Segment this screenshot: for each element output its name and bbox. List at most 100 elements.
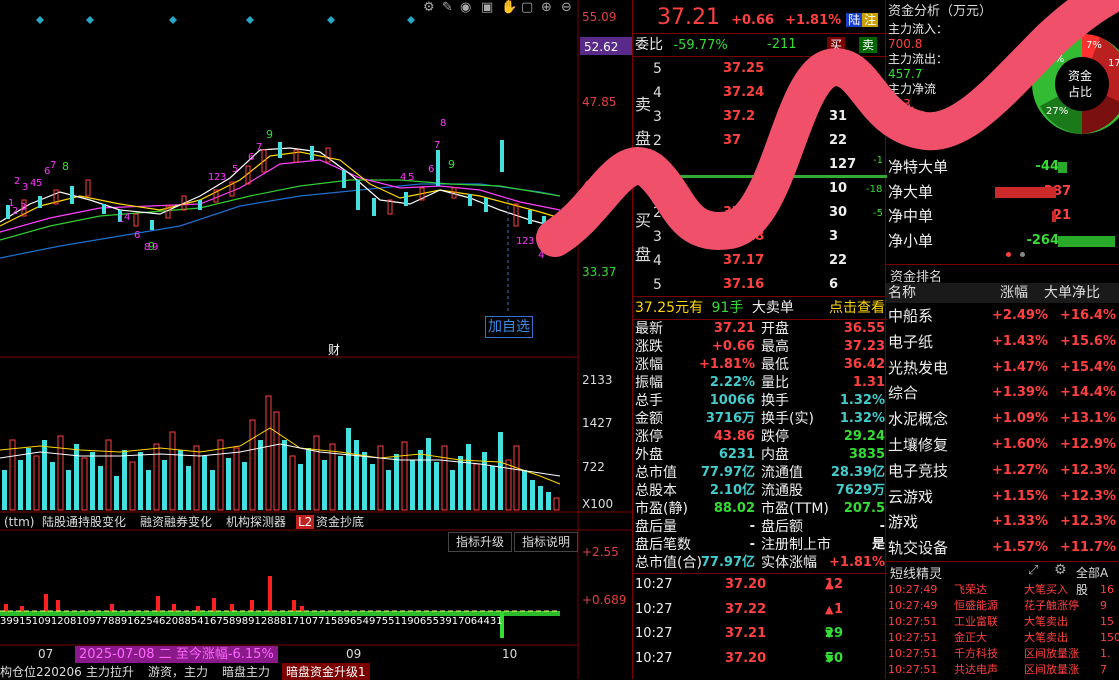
tab-ttm[interactable]: (ttm) bbox=[4, 515, 35, 529]
bottom-tab[interactable]: 暗盘主力 bbox=[222, 665, 271, 679]
eye-icon[interactable]: ◉ bbox=[460, 0, 472, 15]
sprite-event: 大笔卖出 bbox=[1024, 615, 1068, 628]
sprite-row[interactable]: 10:27:49 恒盛能源 花子触涨停 9 bbox=[886, 598, 1119, 614]
ask-row[interactable]: 4 37.24 bbox=[653, 85, 765, 101]
sprite-row[interactable]: 10:27:49 飞荣达 大笔买入 16 bbox=[886, 582, 1119, 598]
bottom-tab[interactable]: 主力拉升 bbox=[86, 665, 135, 679]
sell-button[interactable]: 卖 bbox=[859, 37, 878, 53]
side-mark: -5 bbox=[873, 208, 883, 219]
svg-text:2: 2 bbox=[522, 236, 528, 247]
indicator-upgrade-button[interactable]: 指标升级 bbox=[448, 532, 512, 552]
ask-row[interactable]: 2 37 22 bbox=[653, 133, 848, 149]
page-dot[interactable] bbox=[1006, 252, 1011, 257]
side-mark: -18 bbox=[866, 184, 883, 195]
ranking-row[interactable]: 游戏 +1.33% +12.3% bbox=[886, 511, 1119, 533]
svg-text:8: 8 bbox=[144, 242, 150, 253]
sprite-event: 大笔卖出 bbox=[1024, 631, 1068, 644]
pen-icon[interactable]: ✎ bbox=[442, 0, 453, 15]
fund-panel: 资金分析（万元） 主力流入： 700.8 主力流出： 457.7 主力净流 24… bbox=[886, 0, 1119, 264]
svg-text:3: 3 bbox=[22, 182, 28, 193]
bid-row[interactable]: 4 37.17 22 bbox=[653, 253, 848, 269]
ranking-row[interactable]: 电子竞技 +1.27% +12.3% bbox=[886, 460, 1119, 482]
webi-diff: -211 bbox=[767, 37, 797, 52]
stat-label: 最低 bbox=[761, 357, 789, 373]
lower-digits: 3991510912081097788916254620885416758989… bbox=[0, 616, 503, 627]
bottom-tab-active[interactable]: 暗盘资金升级1 bbox=[282, 663, 370, 680]
ranking-row[interactable]: 云游戏 +1.15% +12.3% bbox=[886, 486, 1119, 508]
stat-value: 207.5 bbox=[843, 501, 885, 516]
stat-value: 2.10亿 bbox=[709, 483, 755, 498]
expand-icon[interactable]: ⤢ bbox=[1028, 563, 1039, 578]
sprite-time: 10:27:49 bbox=[888, 599, 938, 612]
stat-label: 开盘 bbox=[761, 321, 789, 337]
basket-icon[interactable]: ▣ bbox=[481, 0, 494, 15]
stats-row: 盘后笔数 - 注册制上市 是 bbox=[635, 536, 885, 554]
ask-row[interactable]: 3 37.2 31 bbox=[653, 109, 848, 125]
tab-bottom-fish[interactable]: 资金抄底 bbox=[316, 515, 365, 529]
ask-row[interactable]: 5 37.25 bbox=[653, 61, 765, 77]
sprite-filter[interactable]: 全部A股 bbox=[1076, 566, 1109, 597]
indicator-explain-button[interactable]: 指标说明 bbox=[514, 532, 578, 552]
sprite-row[interactable]: 10:27:51 工业富联 大笔卖出 15 bbox=[886, 614, 1119, 630]
svg-text:3: 3 bbox=[220, 172, 226, 183]
page-dot[interactable] bbox=[1020, 252, 1025, 257]
tab-hsgt[interactable]: 陆股通持股变化 bbox=[42, 515, 127, 529]
svg-text:9: 9 bbox=[266, 128, 273, 141]
ranking-row[interactable]: 土壤修复 +1.60% +12.9% bbox=[886, 434, 1119, 456]
bid-row[interactable]: 5 37.16 6 bbox=[653, 277, 839, 293]
tab-institution[interactable]: 机构探测器 bbox=[226, 515, 287, 529]
ranking-header-pct[interactable]: 涨幅 bbox=[1000, 285, 1028, 301]
side-mark: -1 bbox=[873, 155, 883, 166]
lower-bars bbox=[4, 576, 504, 638]
fullscreen-icon[interactable]: ▢ bbox=[521, 0, 534, 15]
svg-text:1: 1 bbox=[118, 214, 124, 225]
bid-row[interactable]: 1 10 bbox=[653, 181, 848, 197]
inflow-value: 700.8 bbox=[888, 37, 923, 51]
gear-icon[interactable]: ⚙ bbox=[1054, 562, 1067, 578]
outflow-value: 457.7 bbox=[888, 67, 923, 81]
stat-value: 7629万 bbox=[835, 483, 885, 498]
sprite-row[interactable]: 10:27:51 金正大 大笔卖出 150 bbox=[886, 630, 1119, 646]
ranking-pct: +1.39% bbox=[992, 385, 1048, 401]
stat-label: 换手(实) bbox=[761, 411, 814, 427]
sprite-value: 16 bbox=[1100, 583, 1114, 596]
bottom-tab[interactable]: 游资，主力 bbox=[148, 665, 209, 679]
ranking-row[interactable]: 光热发电 +1.47% +15.4% bbox=[886, 357, 1119, 379]
bid-row[interactable]: 2 37.19 30 bbox=[653, 205, 848, 221]
hand-icon[interactable]: ✋ bbox=[501, 0, 518, 15]
stat-label: 市盈(静) bbox=[635, 501, 688, 517]
svg-text:3: 3 bbox=[528, 236, 534, 247]
sprite-event: 花子触涨停 bbox=[1024, 599, 1079, 612]
lower-axis-label: +2.55 bbox=[582, 545, 619, 559]
ranking-header-name[interactable]: 名称 bbox=[888, 285, 916, 301]
ranking-row[interactable]: 电子纸 +1.43% +15.6% bbox=[886, 331, 1119, 353]
ranking-row[interactable]: 轨交设备 +1.57% +11.7% bbox=[886, 537, 1119, 559]
settings-icon[interactable]: ⚙ bbox=[423, 0, 435, 15]
ranking-pct: +1.27% bbox=[992, 462, 1048, 478]
ranking-row[interactable]: 综合 +1.39% +14.4% bbox=[886, 382, 1119, 404]
add-watch-button[interactable]: 加自选 bbox=[485, 316, 533, 338]
ranking-pct: +2.49% bbox=[992, 308, 1048, 323]
arrow-up-icon: ▲ bbox=[825, 578, 834, 591]
ranking-row[interactable]: 中船系 +2.49% +16.4% bbox=[886, 305, 1119, 327]
ask-row[interactable]: 1 127 bbox=[653, 157, 857, 173]
flow-bar bbox=[1058, 162, 1067, 173]
svg-text:9: 9 bbox=[148, 240, 155, 253]
big-order-link[interactable]: 点击查看 bbox=[829, 300, 885, 316]
stats-row: 盘后量 - 盘后额 - bbox=[635, 518, 885, 536]
ranking-name: 云游戏 bbox=[888, 487, 934, 506]
sprite-event: 区间放量涨 bbox=[1024, 647, 1079, 660]
stat-label: 总市值 bbox=[635, 465, 677, 481]
stat-label: 涨跌 bbox=[635, 339, 663, 355]
bottom-tab[interactable]: 构仓位220206 bbox=[0, 665, 82, 679]
buy-button[interactable]: 买 bbox=[827, 37, 846, 53]
ranking-row[interactable]: 水泥概念 +1.09% +13.1% bbox=[886, 408, 1119, 430]
sprite-row[interactable]: 10:27:51 共达电声 区间放量涨 7 bbox=[886, 662, 1119, 678]
bid-row[interactable]: 3 37.18 3 bbox=[653, 229, 839, 245]
svg-text:6: 6 bbox=[248, 152, 254, 163]
sprite-row[interactable]: 10:27:51 千方科技 区间放量涨 1. bbox=[886, 646, 1119, 662]
ranking-header-net[interactable]: 大单净比 bbox=[1044, 285, 1100, 301]
tab-margin[interactable]: 融资融券变化 bbox=[140, 515, 213, 529]
ranking-pct: +1.09% bbox=[992, 411, 1048, 427]
